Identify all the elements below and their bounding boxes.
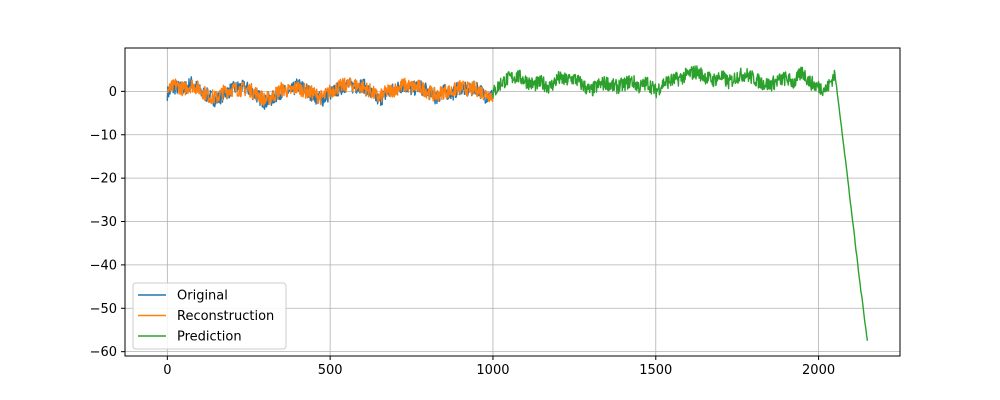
y-tick-label: −40	[90, 258, 117, 273]
plot-frame	[124, 47, 901, 357]
axis-ticks: 0 500 1000 1500 2000 0 −10 −20 −30 −40 −50 −60	[90, 85, 836, 378]
series-lines	[166, 65, 869, 341]
y-tick-label: −30	[90, 215, 117, 230]
legend-label: Original	[177, 289, 228, 304]
legend-label: Prediction	[177, 330, 242, 345]
y-tick-label: −50	[90, 302, 117, 317]
x-tick-label: 0	[163, 363, 171, 378]
legend-label: Reconstruction	[177, 309, 274, 324]
series-line-reconstruction	[166, 77, 494, 107]
x-tick-label: 1000	[476, 363, 509, 378]
y-tick-label: −10	[90, 128, 117, 143]
x-tick-label: 500	[318, 363, 343, 378]
x-tick-label: 1500	[639, 363, 672, 378]
y-tick-label: −60	[90, 345, 117, 360]
legend: Original Reconstruction Prediction	[132, 282, 287, 350]
y-tick-label: 0	[109, 85, 117, 100]
legend-box	[132, 282, 287, 350]
x-tick-label: 2000	[802, 363, 835, 378]
series-line-prediction	[492, 65, 869, 341]
y-tick-label: −20	[90, 172, 117, 187]
